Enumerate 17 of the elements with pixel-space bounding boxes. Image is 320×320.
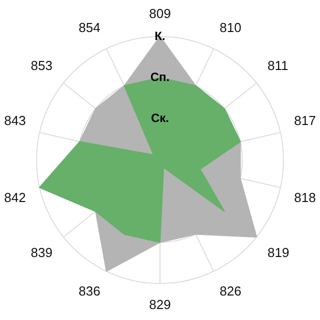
y-tick-label: Сп.	[150, 70, 170, 84]
spoke-label: 843	[4, 113, 26, 128]
spoke-label: 811	[268, 58, 288, 74]
spoke-label: 836	[78, 283, 100, 298]
spoke-label: 818	[294, 190, 316, 205]
spoke-label: 853	[30, 58, 52, 74]
spoke-label: 817	[294, 113, 316, 128]
spoke-label: 826	[220, 283, 242, 298]
spoke-label: 854	[78, 20, 100, 35]
spoke-label: 842	[4, 190, 26, 205]
spoke-label: 839	[30, 245, 52, 260]
spoke-label: 809	[149, 6, 171, 22]
spoke-label: 829	[149, 296, 171, 312]
y-tick-label: Ск.	[150, 111, 170, 126]
spoke-label: 819	[268, 245, 290, 260]
spoke-label: 810	[220, 20, 242, 35]
y-tick-label: К.	[154, 28, 166, 43]
